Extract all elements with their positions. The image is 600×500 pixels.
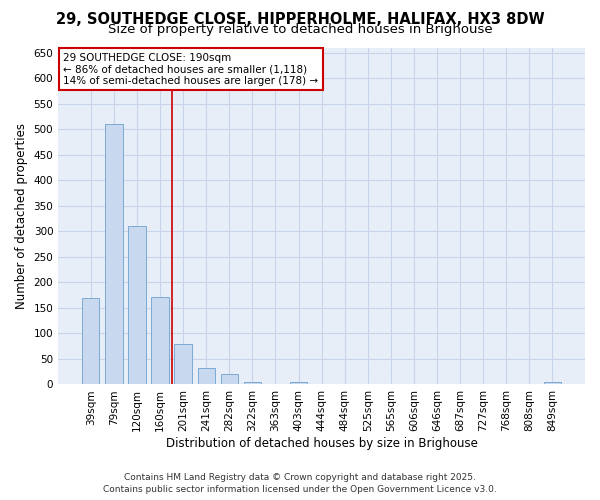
- X-axis label: Distribution of detached houses by size in Brighouse: Distribution of detached houses by size …: [166, 437, 478, 450]
- Text: 29 SOUTHEDGE CLOSE: 190sqm
← 86% of detached houses are smaller (1,118)
14% of s: 29 SOUTHEDGE CLOSE: 190sqm ← 86% of deta…: [64, 52, 319, 86]
- Bar: [175, 344, 192, 384]
- Text: 29, SOUTHEDGE CLOSE, HIPPERHOLME, HALIFAX, HX3 8DW: 29, SOUTHEDGE CLOSE, HIPPERHOLME, HALIFA…: [56, 12, 544, 28]
- Bar: [105, 124, 122, 384]
- Text: Contains HM Land Registry data © Crown copyright and database right 2025.
Contai: Contains HM Land Registry data © Crown c…: [103, 472, 497, 494]
- Bar: [197, 368, 215, 384]
- Bar: [244, 382, 261, 384]
- Text: Size of property relative to detached houses in Brighouse: Size of property relative to detached ho…: [107, 22, 493, 36]
- Bar: [290, 382, 307, 384]
- Y-axis label: Number of detached properties: Number of detached properties: [15, 123, 28, 309]
- Bar: [544, 382, 561, 384]
- Bar: [151, 296, 169, 384]
- Bar: [128, 226, 146, 384]
- Bar: [221, 374, 238, 384]
- Bar: [82, 298, 100, 384]
